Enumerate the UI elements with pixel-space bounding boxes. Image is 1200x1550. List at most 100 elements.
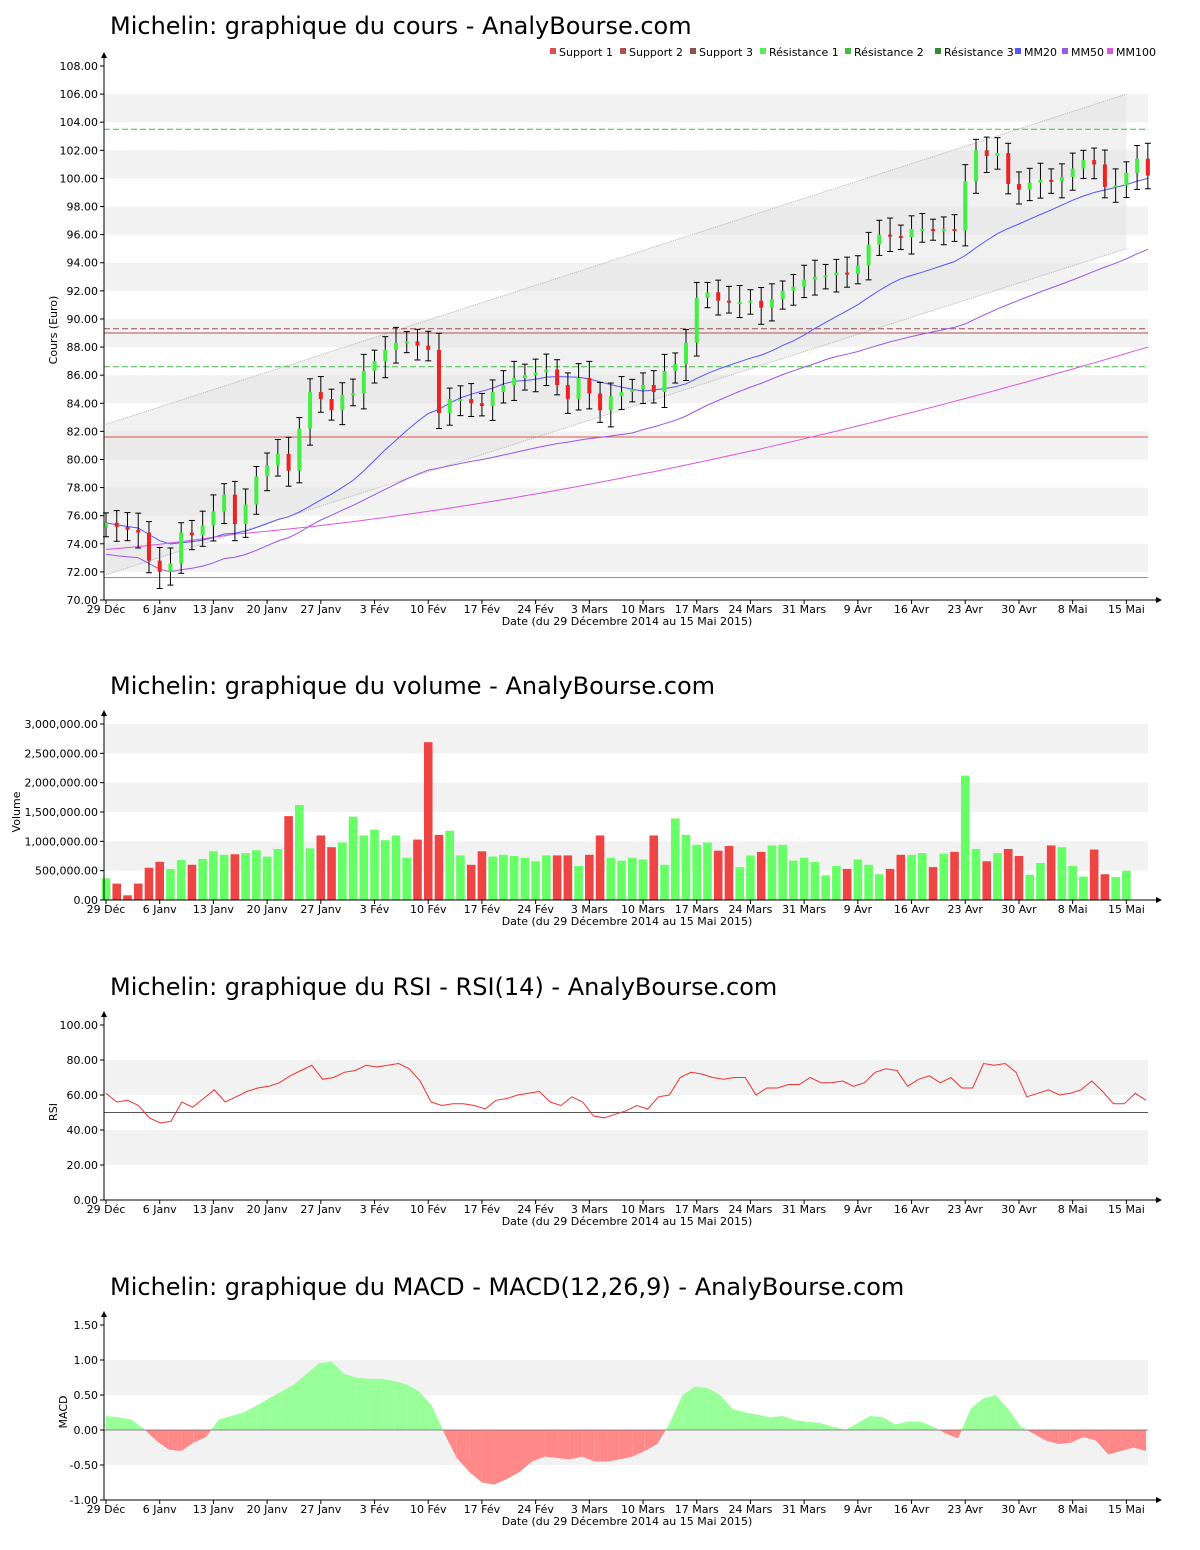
price-candle	[640, 372, 647, 405]
price-y-tick-label: 106.00	[60, 88, 99, 101]
macd-negative-segment	[1120, 1430, 1134, 1451]
macd-negative-segment	[1095, 1430, 1109, 1455]
rsi-series-line	[105, 1062, 1147, 1124]
candle-body	[329, 399, 334, 411]
price-y-tick-label: 92.00	[67, 285, 99, 298]
legend-swatch	[935, 48, 941, 54]
candle-body	[168, 563, 173, 572]
price-y-tick-label: 90.00	[67, 313, 99, 326]
macd-negative-segment	[168, 1430, 182, 1451]
volume-bar	[789, 860, 798, 900]
macd-positive-segment	[694, 1386, 708, 1430]
legend-label: MM50	[1071, 46, 1104, 59]
price-candle	[414, 328, 421, 361]
macd-positive-segment	[1020, 1426, 1027, 1430]
volume-bar	[531, 861, 540, 900]
volume-bar	[1046, 845, 1056, 900]
macd-negative-segment	[1070, 1430, 1084, 1443]
candle-body	[565, 384, 570, 400]
candle-body	[576, 377, 581, 400]
macd-positive-segment	[932, 1426, 940, 1430]
price-candle	[167, 547, 174, 586]
macd-y-tick-label: 0.00	[74, 1424, 99, 1437]
volume-bar	[574, 865, 583, 900]
rsi-axes: 0.00 20.00 40.00 60.00 80.00 100.00 29 Déc 6 Ja…	[60, 1011, 1162, 1216]
macd-positive-segment	[961, 1409, 971, 1430]
macd-y-tick-label: -1.00	[70, 1494, 98, 1507]
volume-bar	[176, 860, 186, 900]
macd-positive-segment	[118, 1417, 132, 1430]
candle-body	[104, 522, 108, 527]
volume-bar	[295, 804, 304, 900]
volume-bar	[316, 835, 326, 900]
volume-bar	[1036, 863, 1045, 900]
volume-bar	[262, 856, 272, 900]
volume-bar	[219, 854, 229, 900]
volume-bar	[348, 816, 358, 900]
price-x-axis-label: Date (du 29 Décembre 2014 au 15 Mai 2015…	[502, 615, 753, 628]
price-candle	[597, 381, 604, 423]
price-candle	[962, 164, 969, 247]
macd-positive-segment	[820, 1423, 833, 1430]
price-candle	[607, 382, 614, 428]
volume-bar	[434, 834, 444, 900]
price-candle	[371, 349, 378, 384]
price-candle	[693, 281, 700, 357]
macd-positive-segment	[732, 1409, 746, 1430]
price-candle	[704, 281, 711, 309]
legend-item: Support 1	[550, 46, 613, 59]
candle-body	[490, 392, 495, 407]
candle-body	[436, 349, 441, 414]
price-y-arrow	[101, 52, 107, 58]
volume-chart: Michelin: graphique du volume - AnalyBou…	[10, 672, 1162, 928]
macd-negative-segment	[494, 1430, 507, 1485]
price-candle	[811, 259, 818, 296]
price-candle	[887, 217, 894, 252]
macd-negative-segment	[945, 1430, 959, 1439]
volume-bar	[338, 842, 347, 900]
price-candle	[779, 280, 786, 310]
volume-x-tick-label: 8 Mai	[1058, 903, 1088, 916]
volume-bar	[660, 864, 669, 900]
price-candle	[156, 546, 163, 589]
candle-body	[318, 392, 323, 400]
macd-y-tick-label: 0.50	[74, 1389, 99, 1402]
macd-negative-segment	[582, 1430, 595, 1462]
volume-bar	[746, 855, 755, 900]
price-band	[104, 94, 1148, 123]
price-x-tick-label: 10 Mars	[621, 603, 665, 616]
macd-positive-segment	[707, 1388, 720, 1430]
price-candle	[145, 521, 152, 574]
volume-bar	[756, 851, 766, 900]
macd-negative-segment	[456, 1430, 470, 1472]
price-candle	[715, 279, 722, 316]
volume-bar	[670, 818, 680, 900]
price-y-tick-label: 88.00	[67, 341, 99, 354]
macd-x-tick-label: 16 Avr	[894, 1503, 930, 1516]
price-candle	[897, 224, 904, 251]
rsi-x-tick-label: 24 Mars	[728, 1203, 772, 1216]
macd-x-tick-label: 29 Déc	[87, 1503, 126, 1516]
legend-item: Support 2	[620, 46, 683, 59]
price-candle	[113, 510, 120, 542]
macd-positive-segment	[665, 1423, 670, 1430]
price-candle	[532, 358, 539, 393]
rsi-y-tick-label: 0.00	[74, 1194, 99, 1207]
price-candle	[317, 376, 324, 413]
macd-negative-segment	[506, 1430, 520, 1479]
mm100-line	[105, 346, 1149, 550]
volume-bar	[284, 816, 293, 900]
volume-bar	[896, 854, 906, 900]
macd-x-tick-label: 24 Mars	[728, 1503, 772, 1516]
macd-positive-segment	[131, 1419, 144, 1430]
price-candle	[188, 519, 195, 551]
macd-negative-segment	[939, 1430, 946, 1434]
candle-body	[1113, 185, 1118, 188]
price-candle	[178, 522, 185, 574]
macd-x-tick-label: 17 Fév	[464, 1503, 501, 1516]
volume-bar	[155, 861, 164, 900]
rsi-x-arrow	[1156, 1197, 1162, 1203]
legend-label: Résistance 3	[944, 46, 1014, 59]
macd-negative-segment	[544, 1430, 558, 1458]
